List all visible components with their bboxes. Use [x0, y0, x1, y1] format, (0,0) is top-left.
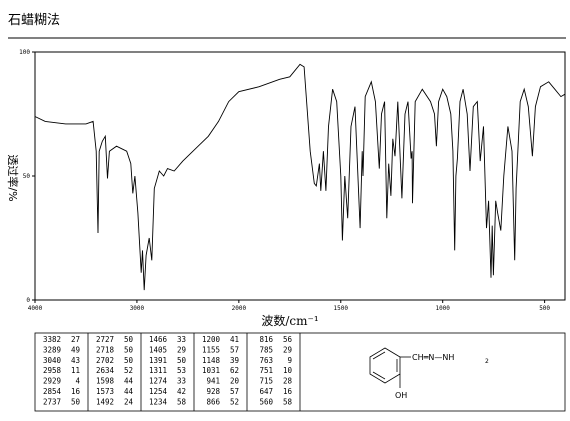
peak-transmittance: 16 [283, 387, 293, 396]
peak-wavenumber: 3040 [43, 356, 62, 365]
peak-wavenumber: 1155 [202, 345, 220, 354]
peak-transmittance: 49 [71, 345, 80, 354]
peak-wavenumber: 928 [206, 387, 220, 396]
peak-transmittance: 52 [124, 366, 133, 375]
spectrum-line [34, 63, 566, 291]
peak-transmittance: 50 [177, 356, 187, 365]
peak-wavenumber: 941 [206, 377, 220, 386]
peak-wavenumber: 751 [259, 366, 273, 375]
peak-wavenumber: 560 [259, 397, 273, 406]
peak-transmittance: 58 [177, 397, 187, 406]
peak-transmittance: 53 [177, 366, 186, 375]
peak-transmittance: 33 [177, 377, 186, 386]
chart-title: 石蜡糊法 [8, 12, 60, 28]
peak-wavenumber: 866 [206, 397, 220, 406]
y-tick-label: 0 [26, 297, 30, 304]
y-axis-label: 透过率/% [6, 154, 20, 201]
peak-transmittance: 50 [124, 335, 134, 344]
peak-wavenumber: 647 [259, 387, 273, 396]
peak-transmittance: 16 [71, 387, 81, 396]
peak-wavenumber: 816 [259, 335, 273, 344]
peak-wavenumber: 2854 [43, 387, 62, 396]
peak-transmittance: 44 [124, 377, 134, 386]
peak-wavenumber: 1405 [149, 345, 167, 354]
peak-wavenumber: 1274 [149, 377, 168, 386]
peak-wavenumber: 2727 [96, 335, 114, 344]
peak-transmittance: 57 [230, 345, 239, 354]
peak-transmittance: 39 [230, 356, 239, 365]
peak-wavenumber: 1598 [96, 377, 115, 386]
peak-wavenumber: 3289 [43, 345, 61, 354]
peak-wavenumber: 1311 [149, 366, 167, 375]
peak-wavenumber: 1148 [202, 356, 221, 365]
peak-wavenumber: 1466 [149, 335, 168, 344]
x-tick-label: 2000 [232, 305, 247, 312]
ring-bond [372, 351, 386, 360]
peak-wavenumber: 2718 [96, 345, 115, 354]
peak-transmittance: 24 [124, 397, 134, 406]
structure-subscript: 2 [485, 358, 489, 365]
x-tick-label: 4000 [28, 305, 43, 312]
x-tick-label: 1500 [334, 305, 349, 312]
x-axis-label: 波数/cm⁻¹ [261, 313, 318, 328]
peak-transmittance: 11 [71, 366, 80, 375]
peak-transmittance: 52 [230, 397, 239, 406]
peak-transmittance: 28 [283, 377, 293, 386]
peak-transmittance: 42 [177, 387, 186, 396]
peak-transmittance: 50 [71, 397, 81, 406]
structure-oh: OH [395, 391, 407, 400]
peak-wavenumber: 1573 [96, 387, 114, 396]
peak-transmittance: 10 [283, 366, 293, 375]
peak-transmittance: 33 [177, 335, 186, 344]
peak-wavenumber: 763 [259, 356, 273, 365]
peak-transmittance: 58 [283, 397, 293, 406]
x-tick-label: 1000 [435, 305, 450, 312]
y-tick-label: 100 [19, 49, 30, 56]
peak-transmittance: 50 [124, 356, 134, 365]
peak-transmittance: 43 [71, 356, 80, 365]
plot-frame [34, 51, 566, 301]
x-tick-label: 3000 [130, 305, 145, 312]
peak-wavenumber: 1254 [149, 387, 168, 396]
x-tick-label: 500 [539, 305, 550, 312]
y-tick-label: 50 [23, 173, 31, 180]
peak-wavenumber: 3382 [43, 335, 61, 344]
peak-transmittance: 29 [177, 345, 186, 354]
peak-wavenumber: 2958 [43, 366, 62, 375]
peak-wavenumber: 2737 [43, 397, 61, 406]
peak-transmittance: 41 [230, 335, 239, 344]
peak-wavenumber: 1234 [149, 397, 168, 406]
peak-transmittance: 62 [230, 366, 239, 375]
ring-bond [372, 371, 386, 380]
peak-transmittance: 4 [75, 377, 80, 386]
structure-chain: CH═N—NH [412, 353, 454, 362]
peak-transmittance: 57 [230, 387, 239, 396]
peak-wavenumber: 1031 [202, 366, 220, 375]
peak-wavenumber: 2702 [96, 356, 114, 365]
peak-transmittance: 44 [124, 387, 134, 396]
peak-transmittance: 50 [124, 345, 134, 354]
peak-transmittance: 29 [283, 345, 292, 354]
peak-wavenumber: 785 [259, 345, 273, 354]
peak-transmittance: 56 [283, 335, 293, 344]
peak-transmittance: 27 [71, 335, 80, 344]
peak-wavenumber: 1492 [96, 397, 114, 406]
peak-transmittance: 9 [287, 356, 292, 365]
benzene-ring [369, 347, 401, 384]
peak-wavenumber: 715 [259, 377, 273, 386]
structure [369, 347, 411, 388]
peak-wavenumber: 1391 [149, 356, 167, 365]
peak-wavenumber: 1200 [202, 335, 221, 344]
peak-wavenumber: 2634 [96, 366, 115, 375]
peak-transmittance: 20 [230, 377, 240, 386]
peak-wavenumber: 2929 [43, 377, 61, 386]
